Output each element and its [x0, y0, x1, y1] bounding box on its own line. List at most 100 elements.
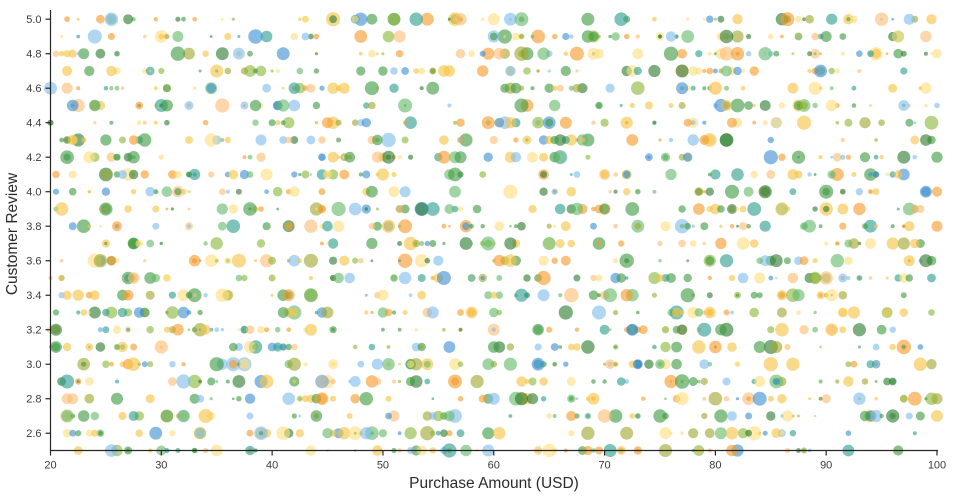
data-point [203, 293, 208, 298]
data-point [424, 240, 430, 247]
data-point [62, 290, 72, 300]
data-point [846, 276, 851, 280]
data-point [920, 30, 932, 43]
data-point [812, 102, 818, 109]
data-point [290, 308, 299, 317]
data-point [329, 15, 337, 24]
data-point [536, 270, 551, 286]
data-point [677, 48, 687, 59]
data-point [866, 360, 875, 369]
data-point [419, 86, 424, 91]
y-tick-label: 4.8 [26, 49, 41, 61]
data-point [172, 323, 184, 336]
data-point [827, 170, 836, 179]
data-point [54, 202, 69, 216]
data-point [66, 99, 79, 112]
data-point [93, 121, 97, 125]
data-point [388, 13, 400, 26]
data-point [423, 360, 431, 368]
data-point [89, 99, 101, 112]
data-point [635, 34, 640, 39]
data-point [568, 430, 575, 437]
data-point [487, 13, 500, 26]
data-point [546, 326, 553, 333]
data-point [851, 172, 857, 177]
data-point [397, 253, 413, 268]
data-point [537, 47, 550, 60]
data-point [232, 397, 235, 401]
data-point [339, 255, 350, 266]
data-point [897, 150, 911, 164]
data-point [905, 412, 913, 420]
data-point [595, 274, 603, 282]
data-point [165, 207, 169, 211]
data-point [635, 189, 640, 194]
data-point [409, 12, 423, 26]
data-point [596, 241, 602, 246]
data-point [838, 273, 848, 283]
data-point [129, 135, 138, 145]
data-point [758, 431, 762, 435]
data-point [872, 188, 880, 196]
data-point [181, 362, 186, 367]
data-point [448, 17, 451, 21]
data-point [187, 328, 191, 332]
data-point [688, 428, 699, 439]
data-point [114, 50, 120, 57]
x-tick-label: 90 [820, 460, 832, 472]
data-point [398, 379, 402, 384]
data-point [292, 379, 297, 384]
data-point [208, 171, 215, 178]
data-point [633, 66, 642, 76]
data-point [326, 242, 329, 245]
data-point [385, 395, 392, 402]
data-point [102, 326, 110, 334]
data-point [377, 289, 389, 301]
data-point [239, 358, 250, 370]
data-point [433, 410, 444, 422]
data-point [700, 222, 709, 231]
data-point [835, 379, 840, 384]
data-point [426, 81, 440, 95]
data-point [250, 31, 261, 42]
data-point [373, 377, 382, 386]
data-point [295, 429, 304, 438]
data-point [189, 168, 201, 181]
data-point [377, 307, 389, 318]
data-point [111, 392, 123, 405]
data-point [745, 429, 752, 437]
data-point [714, 52, 717, 56]
data-point [912, 431, 917, 436]
data-point [805, 14, 814, 24]
data-point [920, 134, 932, 146]
data-point [625, 121, 629, 125]
data-point [728, 274, 736, 282]
data-point [531, 357, 545, 371]
data-point [469, 275, 474, 281]
data-point [648, 272, 661, 284]
data-point [209, 357, 224, 372]
data-point [244, 65, 256, 77]
data-point [446, 430, 453, 437]
data-point [763, 357, 778, 372]
data-point [215, 288, 229, 302]
data-point [824, 241, 829, 246]
data-point [660, 221, 671, 232]
data-point [619, 253, 634, 268]
data-point [365, 375, 379, 388]
data-point [661, 326, 670, 334]
data-point [714, 427, 727, 440]
data-point [80, 309, 87, 316]
data-point [730, 310, 734, 315]
data-point [344, 151, 356, 163]
data-point [931, 186, 943, 197]
data-point [483, 152, 493, 162]
data-point [453, 120, 457, 125]
data-point [296, 67, 304, 75]
data-point [398, 98, 413, 113]
data-point [335, 119, 342, 126]
data-point [719, 46, 734, 61]
data-point [458, 137, 463, 143]
data-point [398, 259, 401, 263]
